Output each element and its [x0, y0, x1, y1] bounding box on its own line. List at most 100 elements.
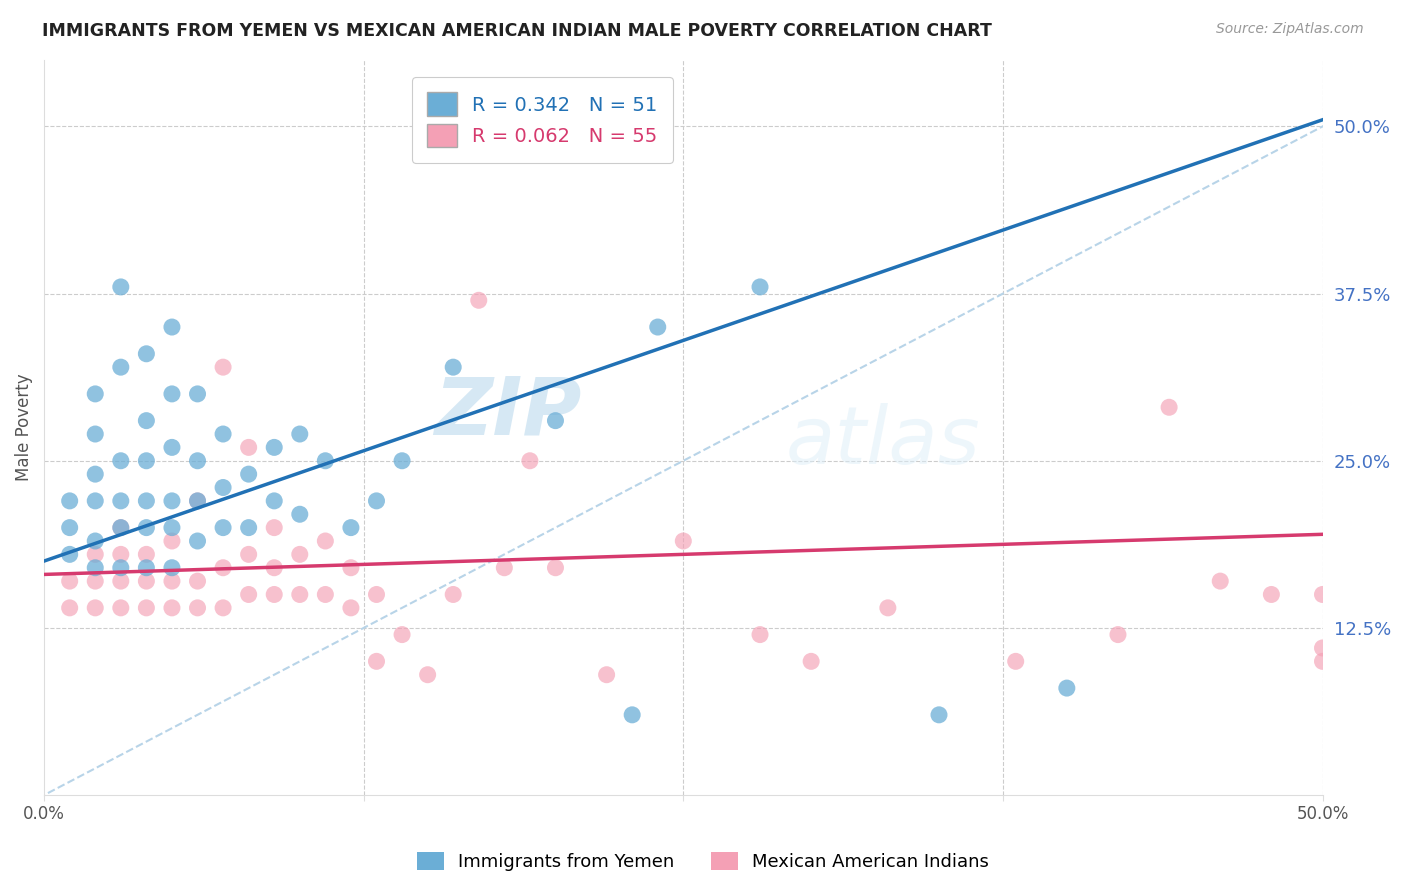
Point — [544, 560, 567, 574]
Point — [135, 560, 157, 574]
Point — [160, 574, 183, 588]
Point — [135, 521, 157, 535]
Point — [1209, 574, 1232, 588]
Point — [1107, 627, 1129, 641]
Text: ZIP: ZIP — [433, 374, 581, 451]
Point — [1260, 587, 1282, 601]
Point — [441, 587, 464, 601]
Point — [749, 280, 772, 294]
Point — [366, 494, 388, 508]
Point — [928, 707, 950, 722]
Point — [110, 547, 132, 561]
Point — [340, 521, 363, 535]
Point — [186, 600, 208, 615]
Point — [160, 320, 183, 334]
Point — [110, 454, 132, 468]
Point — [519, 454, 541, 468]
Point — [366, 654, 388, 668]
Point — [160, 494, 183, 508]
Point — [1312, 640, 1334, 655]
Point — [314, 454, 336, 468]
Point — [876, 600, 898, 615]
Point — [110, 560, 132, 574]
Point — [110, 574, 132, 588]
Point — [59, 600, 82, 615]
Point — [263, 560, 285, 574]
Point — [672, 533, 695, 548]
Text: Source: ZipAtlas.com: Source: ZipAtlas.com — [1216, 22, 1364, 37]
Point — [135, 494, 157, 508]
Point — [238, 467, 260, 482]
Text: atlas: atlas — [786, 403, 980, 481]
Point — [238, 587, 260, 601]
Point — [366, 587, 388, 601]
Point — [340, 560, 363, 574]
Point — [84, 547, 107, 561]
Point — [647, 320, 669, 334]
Point — [1159, 401, 1181, 415]
Point — [84, 387, 107, 401]
Point — [391, 627, 413, 641]
Point — [263, 441, 285, 455]
Point — [186, 454, 208, 468]
Point — [288, 547, 311, 561]
Point — [160, 387, 183, 401]
Point — [110, 360, 132, 375]
Point — [263, 521, 285, 535]
Point — [441, 360, 464, 375]
Point — [160, 441, 183, 455]
Point — [238, 521, 260, 535]
Point — [212, 481, 235, 495]
Point — [59, 574, 82, 588]
Point — [416, 667, 439, 681]
Legend: R = 0.342   N = 51, R = 0.062   N = 55: R = 0.342 N = 51, R = 0.062 N = 55 — [412, 77, 673, 163]
Point — [1004, 654, 1026, 668]
Point — [59, 521, 82, 535]
Point — [800, 654, 823, 668]
Point — [186, 494, 208, 508]
Point — [110, 521, 132, 535]
Point — [1312, 654, 1334, 668]
Point — [212, 560, 235, 574]
Point — [494, 560, 516, 574]
Point — [186, 387, 208, 401]
Point — [110, 521, 132, 535]
Point — [59, 547, 82, 561]
Point — [212, 360, 235, 375]
Point — [238, 547, 260, 561]
Point — [135, 600, 157, 615]
Point — [84, 600, 107, 615]
Point — [621, 707, 644, 722]
Point — [212, 600, 235, 615]
Point — [160, 521, 183, 535]
Point — [110, 494, 132, 508]
Point — [84, 560, 107, 574]
Point — [544, 414, 567, 428]
Point — [212, 521, 235, 535]
Point — [314, 533, 336, 548]
Point — [84, 494, 107, 508]
Point — [340, 600, 363, 615]
Point — [160, 600, 183, 615]
Point — [186, 574, 208, 588]
Point — [238, 441, 260, 455]
Legend: Immigrants from Yemen, Mexican American Indians: Immigrants from Yemen, Mexican American … — [409, 845, 997, 879]
Point — [288, 587, 311, 601]
Point — [288, 508, 311, 522]
Y-axis label: Male Poverty: Male Poverty — [15, 374, 32, 481]
Point — [110, 280, 132, 294]
Point — [160, 560, 183, 574]
Point — [160, 533, 183, 548]
Point — [110, 600, 132, 615]
Point — [1056, 681, 1078, 695]
Point — [1312, 587, 1334, 601]
Point — [84, 574, 107, 588]
Point — [186, 533, 208, 548]
Point — [135, 547, 157, 561]
Point — [314, 587, 336, 601]
Point — [59, 494, 82, 508]
Point — [212, 427, 235, 442]
Point — [391, 454, 413, 468]
Point — [468, 293, 491, 308]
Point — [749, 627, 772, 641]
